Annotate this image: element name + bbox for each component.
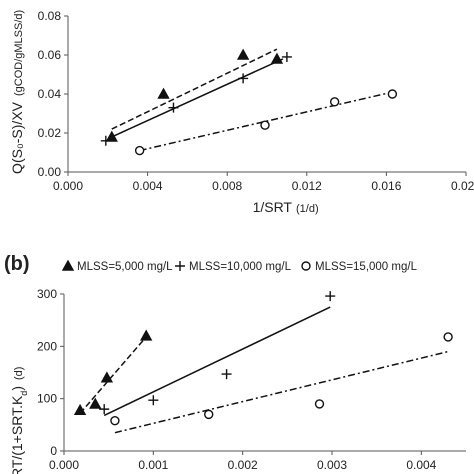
series-2-point: [443, 332, 453, 342]
y-tick-label: 100: [37, 392, 57, 406]
series-1-point: [148, 395, 159, 406]
legend-plus-icon: [175, 261, 185, 271]
legend-label: MLSS=10,000 mg/L: [189, 261, 292, 273]
series-2-point: [329, 97, 340, 107]
x-tick-label: 0.004: [133, 179, 163, 193]
panel-a-y-ticks: 0.00 0.02 0.04 0.06 0.08: [38, 9, 68, 179]
series-1-point: [99, 404, 110, 415]
legend-label: MLSS=5,000 mg/L: [77, 261, 173, 273]
series-1-fit-line: [111, 58, 284, 138]
panel-a-x-axis-label: 1/SRT: [253, 199, 293, 215]
x-tick-label: 0.002: [228, 458, 258, 472]
x-tick-label: 0.016: [371, 179, 401, 193]
series-0-point: [89, 397, 102, 409]
series-2-point: [134, 145, 145, 156]
panel-b-y-axis-label: SRT/(1+SRT.Kd): [9, 386, 29, 474]
y-tick-label: 0.02: [38, 126, 62, 140]
y-tick-label: 0.06: [38, 48, 62, 62]
panel-b-y-axis-unit: (d): [13, 367, 25, 380]
series-0-point: [236, 48, 250, 60]
series-0-point: [73, 403, 87, 415]
panel-a-y-axis-unit: (gCOD/gMLSS/d): [13, 10, 25, 96]
x-tick-label: 0.008: [212, 179, 242, 193]
series-1-point: [168, 102, 179, 113]
x-tick-label: 0.000: [53, 179, 83, 193]
x-tick-label: 0.003: [317, 458, 347, 472]
series-1-point: [221, 369, 232, 380]
x-tick-label: 0.000: [49, 458, 79, 472]
panel-a-plot-area: [67, 16, 466, 173]
y-tick-label: 300: [37, 287, 57, 301]
series-0-point: [100, 371, 114, 383]
panel-b: (b) MLSS=5,000 mg/L MLSS=10,000 mg/L MLSS=…: [4, 253, 466, 474]
series-1-fit-line: [103, 306, 331, 417]
x-tick-label: 0.001: [138, 458, 168, 472]
x-tick-label: 0.012: [292, 179, 322, 193]
series-1-point: [100, 135, 111, 146]
legend-label: MLSS=15,000 mg/L: [315, 261, 418, 273]
series-1-point: [238, 73, 249, 84]
x-tick-label: 0.020: [451, 179, 474, 193]
series-2-point: [387, 89, 398, 99]
series-2-fit-line: [114, 350, 449, 434]
panel-b-plot-area: [63, 291, 466, 452]
series-2-point: [260, 120, 270, 130]
panel-a-y-axis-label: Q(S₀-S)/XV: [9, 101, 25, 174]
panel-b-legend: MLSS=5,000 mg/L MLSS=10,000 mg/L MLSS=15,0…: [61, 259, 418, 273]
y-tick-label: 0: [50, 444, 57, 458]
series-0-fit-line: [79, 336, 147, 414]
y-tick-label: 0.04: [38, 87, 62, 101]
series-0-fit-line: [111, 48, 278, 130]
x-tick-label: 0.004: [406, 458, 436, 472]
y-tick-label: 0.08: [38, 9, 62, 23]
y-tick-label: 200: [37, 339, 57, 353]
panel-a-x-ticks: 0.000 0.004 0.008 0.012 0.016 0.020: [53, 172, 474, 193]
panel-b-label: (b): [4, 253, 30, 275]
legend-entry-0: MLSS=5,000 mg/L: [61, 259, 173, 273]
series-0-point: [140, 329, 153, 341]
legend-circle-icon: [301, 261, 311, 271]
series-1-point: [325, 291, 336, 302]
panel-b-y-ticks: 0 100 200 300: [37, 287, 64, 458]
series-2-point: [314, 399, 325, 409]
legend-triangle-icon: [61, 259, 75, 271]
y-tick-label: 0.00: [38, 165, 62, 179]
panel-a-x-axis-unit: (1/d): [296, 203, 319, 215]
series-0-point: [157, 87, 170, 99]
series-2-fit-line: [139, 91, 393, 152]
series-2-point: [204, 409, 214, 420]
series-2-point: [110, 415, 120, 426]
legend-entry-2: MLSS=15,000 mg/L: [301, 261, 418, 273]
series-1-point: [281, 51, 292, 62]
panel-b-x-ticks: 0.000 0.001 0.002 0.003 0.004: [49, 451, 437, 472]
legend-entry-1: MLSS=10,000 mg/L: [175, 261, 292, 273]
